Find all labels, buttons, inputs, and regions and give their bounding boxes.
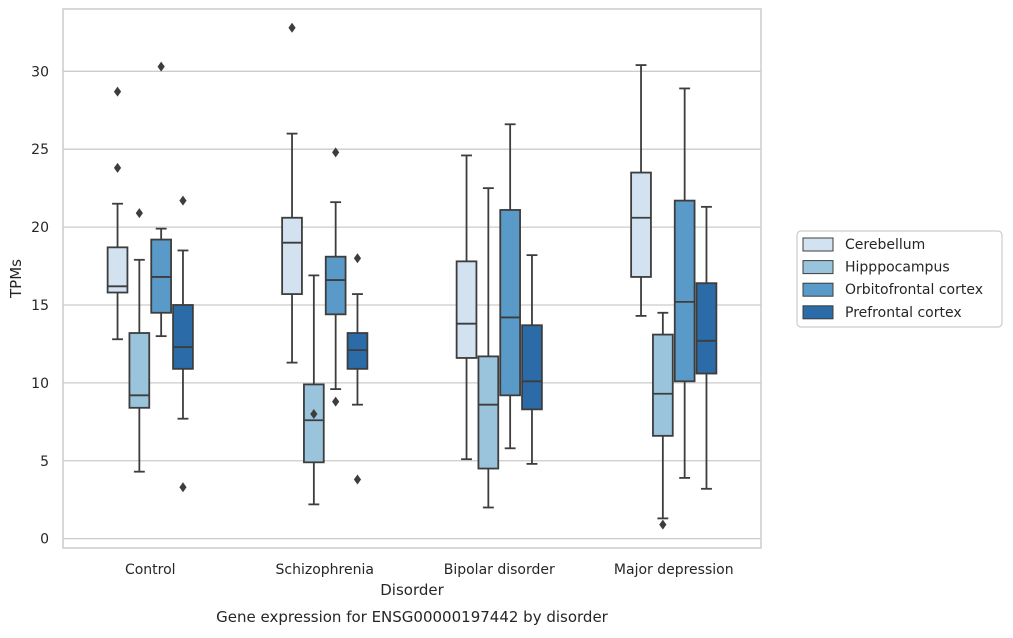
box-prefrontal-cortex bbox=[695, 205, 718, 490]
legend-label: Orbitofrontal cortex bbox=[845, 282, 983, 298]
legend-items: Cerebellum Hipppocampus Orbitofrontal cort… bbox=[802, 237, 983, 321]
x-axis-label: Disorder bbox=[380, 581, 444, 599]
x-tick-label: Bipolar disorder bbox=[444, 562, 555, 578]
y-tick-label: 5 bbox=[40, 454, 49, 470]
legend-swatch bbox=[802, 237, 834, 252]
box-hipppocampus bbox=[652, 311, 674, 530]
box-orbitofrontal-cortex bbox=[150, 61, 172, 338]
iqr-box bbox=[303, 383, 325, 464]
legend-label: Prefrontal cortex bbox=[845, 305, 962, 321]
iqr-box bbox=[477, 355, 500, 470]
legend-label: Cerebellum bbox=[845, 237, 925, 253]
outlier-point bbox=[113, 162, 122, 173]
box-cerebellum bbox=[106, 86, 129, 341]
outlier-point bbox=[288, 22, 296, 33]
box-hipppocampus bbox=[128, 208, 151, 473]
iqr-box bbox=[499, 209, 521, 397]
outlier-point bbox=[353, 253, 362, 264]
outlier-point bbox=[157, 61, 165, 72]
x-axis-ticks: Control Schizophrenia Bipolar disorder Majo… bbox=[125, 562, 734, 578]
iqr-box bbox=[281, 216, 303, 295]
plot-frame bbox=[62, 8, 762, 549]
box-prefrontal-cortex bbox=[521, 254, 543, 465]
iqr-box bbox=[455, 260, 478, 359]
legend-label: Hipppocampus bbox=[845, 260, 950, 276]
outlier-point bbox=[113, 86, 122, 97]
x-tick-label: Schizophrenia bbox=[276, 562, 374, 578]
x-tick-label: Control bbox=[125, 562, 176, 578]
outlier-point bbox=[179, 482, 187, 493]
iqr-box bbox=[172, 304, 194, 370]
y-axis-label: TPMs bbox=[7, 259, 25, 299]
y-tick-label: 10 bbox=[31, 376, 49, 392]
chart-caption: Gene expression for ENSG00000197442 by d… bbox=[216, 608, 609, 626]
outlier-point bbox=[135, 208, 143, 219]
box-orbitofrontal-cortex bbox=[673, 87, 696, 479]
y-tick-label: 15 bbox=[31, 298, 49, 314]
iqr-box bbox=[630, 171, 652, 278]
iqr-box bbox=[521, 324, 543, 411]
outlier-point bbox=[179, 195, 187, 206]
box-cerebellum bbox=[630, 64, 652, 317]
outlier-point bbox=[353, 474, 362, 485]
iqr-box bbox=[128, 332, 151, 409]
outlier-point bbox=[659, 519, 667, 530]
iqr-box bbox=[673, 199, 696, 383]
box-orbitofrontal-cortex bbox=[324, 147, 347, 407]
iqr-box bbox=[652, 333, 674, 437]
outlier-point bbox=[310, 409, 318, 420]
y-tick-label: 25 bbox=[31, 142, 49, 158]
iqr-box bbox=[106, 246, 129, 294]
legend-swatch bbox=[802, 260, 834, 275]
iqr-box bbox=[324, 255, 347, 316]
box-cerebellum bbox=[281, 22, 303, 364]
box-prefrontal-cortex bbox=[346, 253, 369, 485]
y-tick-label: 0 bbox=[40, 532, 49, 548]
y-axis-ticks: 0 5 10 15 20 25 30 bbox=[31, 64, 49, 547]
outlier-point bbox=[332, 396, 340, 407]
legend-swatch bbox=[802, 282, 834, 297]
box-cerebellum bbox=[455, 154, 478, 461]
box-plot-marks bbox=[106, 22, 718, 530]
box-hipppocampus bbox=[477, 187, 500, 509]
legend-swatch bbox=[802, 305, 834, 320]
x-tick-label: Major depression bbox=[614, 562, 734, 578]
box-prefrontal-cortex bbox=[172, 195, 194, 493]
y-tick-label: 20 bbox=[31, 220, 49, 236]
outlier-point bbox=[332, 147, 340, 158]
legend: Cerebellum Hipppocampus Orbitofrontal cort… bbox=[796, 230, 1003, 328]
box-orbitofrontal-cortex bbox=[499, 123, 521, 450]
box-hipppocampus bbox=[303, 274, 325, 506]
y-tick-label: 30 bbox=[31, 64, 49, 80]
iqr-box bbox=[695, 282, 718, 375]
legend-frame bbox=[796, 230, 1003, 328]
